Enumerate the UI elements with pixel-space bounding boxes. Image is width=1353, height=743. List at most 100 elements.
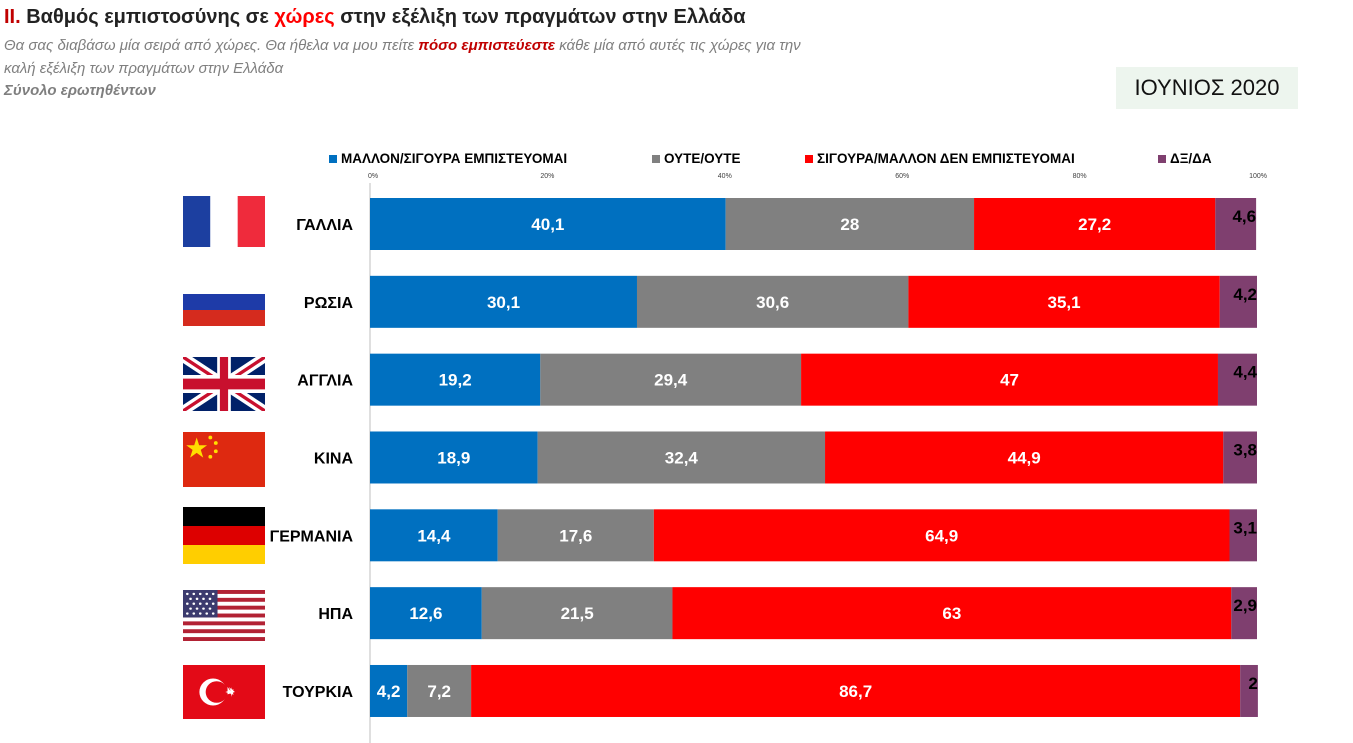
bar-segment (370, 275, 637, 328)
russia-flag (183, 278, 265, 326)
data-label: 32,4 (665, 448, 699, 467)
question-text-line2: καλή εξέλιξη των πραγμάτων στην Ελλάδα (4, 60, 284, 77)
title-number: II. (4, 6, 21, 28)
legend-label-distrust: ΣΙΓΟΥΡΑ/ΜΑΛΛΟΝ ΔΕΝ ΕΜΠΙΣΤΕΥΟΜΑΙ (817, 151, 1075, 166)
data-label: 27,2 (1078, 215, 1111, 234)
bar-segment (653, 509, 1230, 562)
bar-segment (370, 509, 498, 562)
legend-label-dk: ΔΞ/ΔΑ (1170, 151, 1212, 166)
x-tick-label: 0% (368, 173, 378, 180)
data-label: 3,8 (1233, 440, 1257, 459)
bar-segment (636, 275, 909, 328)
category-label: ΗΠΑ (318, 606, 353, 623)
data-label: 21,5 (561, 604, 594, 623)
chart-title: II. Βαθμός εμπιστοσύνης σε χώρες στην εξ… (4, 6, 746, 29)
data-label: 29,4 (654, 371, 688, 390)
category-label: ΡΩΣΙΑ (304, 295, 354, 312)
data-label: 2,9 (1233, 596, 1257, 615)
legend-item-neither: ΟΥΤΕ/ΟΥΤΕ (652, 151, 741, 166)
data-label: 3,1 (1233, 518, 1257, 537)
legend-item-trust: ΜΑΛΛΟΝ/ΣΙΓΟΥΡΑ ΕΜΠΙΣΤΕΥΟΜΑΙ (329, 151, 567, 166)
data-label: 44,9 (1008, 448, 1041, 467)
bar-segment (537, 431, 826, 484)
chart-legend: ΜΑΛΛΟΝ/ΣΙΓΟΥΡΑ ΕΜΠΙΣΤΕΥΟΜΑΙ ΟΥΤΕ/ΟΥΤΕ ΣΙ… (0, 151, 1353, 169)
bar-segment (974, 198, 1216, 250)
x-tick-label: 80% (1073, 173, 1087, 180)
legend-label-trust: ΜΑΛΛΟΝ/ΣΙΓΟΥΡΑ ΕΜΠΙΣΤΕΥΟΜΑΙ (341, 151, 568, 166)
sample-base: Σύνολο ερωτηθέντων (4, 82, 156, 99)
germany-flag (183, 507, 265, 564)
bar-segment (825, 431, 1224, 484)
survey-month-badge: ΙΟΥΝΙΟΣ 2020 (1116, 67, 1298, 109)
data-label: 18,9 (437, 448, 470, 467)
data-label: 86,7 (839, 682, 872, 701)
data-label: 4,2 (377, 682, 401, 701)
data-label: 63 (942, 604, 961, 623)
uk-flag (183, 357, 265, 411)
data-label: 17,6 (559, 526, 592, 545)
turkey-flag (183, 665, 265, 719)
bar-segment (1231, 587, 1257, 640)
data-label: 30,1 (487, 293, 520, 312)
bar-segment (497, 509, 654, 562)
legend-swatch-trust (329, 154, 337, 163)
question-part-a: Θα σας διαβάσω μία σειρά από χώρες. Θα ή… (4, 37, 419, 54)
bar-segment (725, 198, 975, 250)
usa-flag (183, 590, 265, 641)
china-flag (183, 432, 265, 487)
title-part-a: Βαθμός εμπιστοσύνης σε (20, 6, 275, 28)
data-label: 4,2 (1233, 285, 1257, 304)
france-flag (183, 196, 265, 247)
data-label: 4,4 (1233, 363, 1257, 382)
data-label: 2 (1248, 674, 1257, 693)
question-part-b: κάθε μία από αυτές τις χώρες για την (555, 37, 801, 54)
category-label: ΑΓΓΛΙΑ (297, 373, 353, 390)
bar-segment (1215, 198, 1257, 250)
bar-segment (407, 664, 472, 717)
question-text: Θα σας διαβάσω μία σειρά από χώρες. Θα ή… (4, 37, 801, 54)
title-part-b: στην εξέλιξη των πραγμάτων στην Ελλάδα (334, 6, 746, 28)
x-tick-label: 100% (1249, 173, 1267, 180)
data-label: 4,6 (1232, 207, 1256, 226)
legend-swatch-neither (652, 154, 660, 163)
bar-segment (370, 198, 726, 250)
legend-swatch-distrust (805, 154, 813, 163)
data-label: 64,9 (925, 526, 958, 545)
category-label: ΓΕΡΜΑΝΙΑ (270, 528, 354, 545)
title-highlight: χώρες (274, 6, 335, 28)
category-label: ΚΙΝΑ (314, 450, 354, 467)
x-tick-label: 40% (718, 173, 732, 180)
bar-segment (801, 353, 1218, 406)
bar-segment (471, 664, 1241, 717)
data-label: 7,2 (427, 682, 451, 701)
category-label: ΤΟΥΡΚΙΑ (283, 684, 354, 701)
legend-item-dk: ΔΞ/ΔΑ (1158, 151, 1212, 166)
data-label: 28 (840, 215, 859, 234)
bar-segment (370, 353, 541, 406)
bar-segment (1217, 353, 1257, 406)
question-highlight: πόσο εμπιστεύεστε (418, 37, 556, 54)
bar-segment (1240, 664, 1258, 717)
data-label: 40,1 (531, 215, 564, 234)
bar-segment (908, 275, 1220, 328)
data-label: 47 (1000, 371, 1019, 390)
bar-segment (1223, 431, 1257, 484)
bar-segment (540, 353, 802, 406)
data-label: 14,4 (417, 526, 451, 545)
data-label: 30,6 (756, 293, 789, 312)
bar-segment (370, 431, 538, 484)
bar-segment (481, 587, 673, 640)
legend-label-neither: ΟΥΤΕ/ΟΥΤΕ (664, 151, 741, 166)
bar-segment (1219, 275, 1257, 328)
data-label: 12,6 (409, 604, 442, 623)
bar-segment (370, 587, 482, 640)
bar-segment (672, 587, 1232, 640)
data-label: 19,2 (439, 371, 472, 390)
bar-segment (1229, 509, 1257, 562)
x-tick-label: 60% (895, 173, 909, 180)
category-label: ΓΑΛΛΙΑ (296, 217, 353, 234)
data-label: 35,1 (1048, 293, 1081, 312)
x-tick-label: 20% (540, 173, 554, 180)
legend-swatch-dk (1158, 154, 1166, 163)
